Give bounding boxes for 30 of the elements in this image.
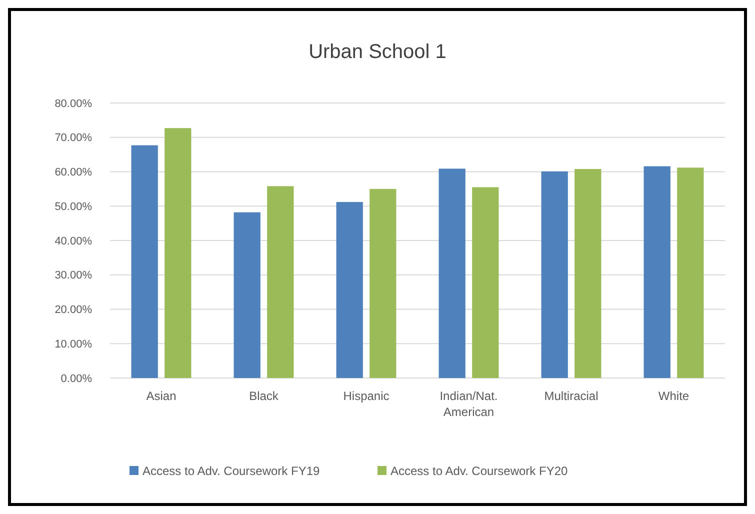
y-tick-label: 10.00% (54, 338, 92, 350)
bar (438, 168, 466, 378)
bar (336, 202, 363, 378)
legend-label: Access to Adv. Coursework FY20 (390, 464, 568, 478)
bar (164, 128, 192, 378)
y-tick-label: 40.00% (54, 235, 92, 248)
x-tick-label: Multiracial (544, 389, 598, 403)
y-tick-label: 20.00% (54, 304, 92, 316)
bar (267, 186, 294, 378)
y-tick-label: 0.00% (60, 372, 92, 385)
y-tick-label: 30.00% (54, 270, 92, 282)
x-tick-label: Asian (146, 389, 176, 403)
bar (131, 145, 158, 378)
bar (472, 187, 499, 378)
y-tick-label: 60.00% (54, 166, 92, 179)
x-tick-label: White (658, 389, 690, 403)
bar (541, 171, 568, 378)
y-tick-label: 80.00% (54, 98, 92, 110)
bar (644, 166, 670, 378)
legend-label: Access to Adv. Coursework FY19 (142, 464, 320, 478)
y-tick-label: 50.00% (54, 200, 92, 213)
x-tick-label: Indian/Nat. American (440, 389, 498, 419)
bar (574, 169, 602, 378)
y-tick-label: 70.00% (54, 132, 92, 144)
bar (234, 212, 260, 378)
bar (677, 168, 704, 378)
x-tick-label: Black (249, 389, 280, 403)
chart-title: Urban School 1 (308, 41, 446, 63)
x-tick-label: Hispanic (343, 389, 390, 403)
bar (370, 188, 396, 378)
